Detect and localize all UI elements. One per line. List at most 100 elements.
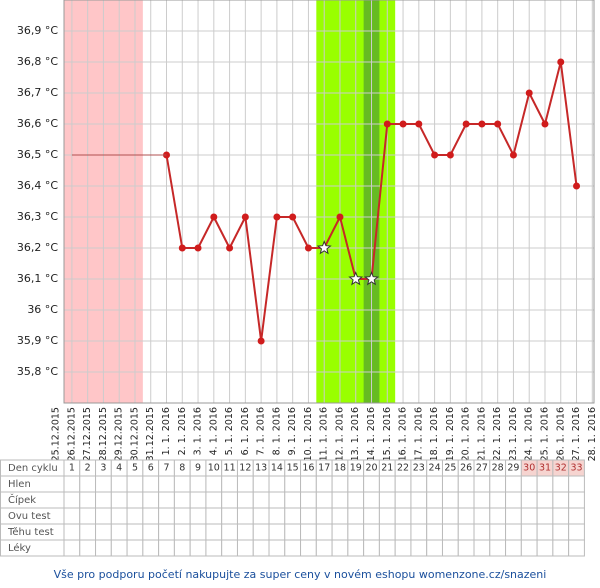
point [383, 120, 391, 128]
point [399, 120, 407, 128]
footer-link[interactable]: Vše pro podporu početí nakupujte za supe… [54, 568, 547, 581]
x-tick-label: 28.12.2015 [98, 407, 109, 461]
table-cell [394, 475, 412, 493]
table-cell [63, 475, 81, 493]
table-cell [505, 523, 522, 541]
table-cell [110, 475, 128, 493]
table-cell [236, 539, 254, 557]
table-cell [441, 539, 459, 557]
point [336, 213, 344, 221]
y-tick-label: 36,4 °C [17, 179, 58, 192]
table-cell [552, 475, 570, 493]
table-cell [457, 475, 475, 493]
row-label: Den cyklu [8, 463, 58, 474]
point [415, 120, 423, 128]
table-cell [189, 523, 207, 541]
cycle-day: 26 [460, 463, 472, 474]
x-tick-label: 25. 1. 2016 [539, 407, 550, 461]
cycle-day: 32 [555, 463, 567, 474]
table-cell [505, 491, 522, 509]
point [462, 120, 470, 128]
table-cell [520, 523, 538, 541]
point [178, 244, 186, 252]
cycle-day: 20 [365, 463, 377, 474]
cycle-day: 4 [116, 463, 122, 474]
table-cell [173, 475, 191, 493]
x-tick-label: 23. 1. 2016 [508, 407, 519, 461]
cycle-day: 10 [208, 463, 220, 474]
cycle-day: 19 [350, 463, 362, 474]
table-cell [568, 491, 585, 509]
x-tick-label: 24. 1. 2016 [524, 407, 535, 461]
table-cell [331, 491, 349, 509]
table-cell [173, 507, 191, 525]
table-cell [63, 507, 81, 525]
table-cell [347, 491, 365, 509]
x-tick-label: 3. 1. 2016 [193, 407, 204, 455]
table-cell [63, 539, 81, 557]
table-cell [568, 507, 585, 525]
table-cell [284, 475, 302, 493]
row-label: Ovu test [8, 511, 51, 522]
y-tick-label: 36,2 °C [17, 241, 58, 254]
table-cell [63, 523, 81, 541]
x-tick-label: 22. 1. 2016 [492, 407, 503, 461]
table-cell [536, 475, 554, 493]
table-cell [205, 539, 223, 557]
table-cell [158, 523, 175, 541]
table-cell [394, 491, 412, 509]
table-cell [126, 491, 144, 509]
table-cell [315, 491, 333, 509]
x-tick-label: 14. 1. 2016 [366, 407, 377, 461]
row-label: Čípek [8, 493, 36, 506]
table-cell [505, 507, 522, 525]
table-cell [95, 475, 112, 493]
table-cell [300, 507, 317, 525]
table-cell [568, 523, 585, 541]
table-cell [363, 491, 380, 509]
point [194, 244, 202, 252]
table-cell [441, 475, 459, 493]
table-cell [268, 539, 286, 557]
table-cell [552, 523, 570, 541]
row-label: Léky [8, 542, 31, 554]
y-tick-label: 36 °C [27, 303, 58, 316]
table-cell [347, 475, 365, 493]
table-cell [378, 475, 396, 493]
x-tick-label: 26.12.2015 [66, 407, 77, 461]
table-cell [63, 491, 81, 509]
table-cell [142, 475, 160, 493]
table-cell [457, 523, 475, 541]
cycle-day: 13 [255, 463, 267, 474]
point [210, 213, 218, 221]
table-cell [142, 539, 160, 557]
table-cell [79, 507, 97, 525]
table-cell [363, 523, 380, 541]
table-cell [315, 523, 333, 541]
table-cell [79, 539, 97, 557]
y-tick-label: 35,9 °C [17, 334, 58, 347]
table-cell [126, 507, 144, 525]
table-cell [221, 523, 238, 541]
cycle-day: 33 [570, 463, 582, 474]
x-tick-label: 9. 1. 2016 [287, 407, 298, 455]
table-cell [142, 507, 160, 525]
x-tick-label: 18. 1. 2016 [429, 407, 440, 461]
table-cell [552, 539, 570, 557]
table-cell [331, 539, 349, 557]
x-tick-label: 10. 1. 2016 [303, 407, 314, 461]
x-tick-label: 19. 1. 2016 [445, 407, 456, 461]
table-cell [142, 491, 160, 509]
table-cell [347, 539, 365, 557]
table-cell [568, 539, 585, 557]
table-cell [205, 491, 223, 509]
table-cell [457, 491, 475, 509]
cycle-day: 15 [287, 463, 299, 474]
table-cell [221, 475, 238, 493]
table-cell [221, 539, 238, 557]
table-cell [252, 475, 270, 493]
y-tick-label: 36,3 °C [17, 210, 58, 223]
table-cell [410, 491, 428, 509]
table-cell [189, 491, 207, 509]
table-cell [126, 539, 144, 557]
